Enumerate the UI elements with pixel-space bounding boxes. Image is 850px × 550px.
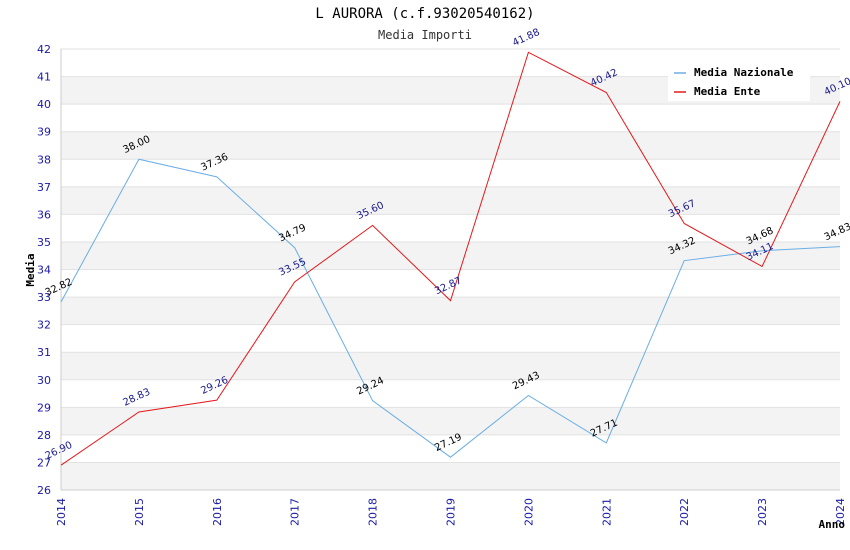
- x-axis-label: Anno: [819, 518, 846, 531]
- grid-lines: [61, 48, 840, 491]
- y-tick-label: 34: [37, 264, 51, 277]
- y-tick-label: 42: [37, 43, 51, 56]
- grid-band: [61, 297, 840, 325]
- legend: Media Nazionale Media Ente: [668, 59, 810, 101]
- grid-bands: [61, 49, 840, 490]
- x-tick-label: 2016: [211, 498, 224, 526]
- grid-band: [61, 379, 840, 408]
- y-tick-label: 40: [37, 98, 51, 111]
- y-tick-label: 30: [37, 374, 51, 387]
- x-tick-label: 2019: [445, 498, 458, 526]
- grid-band: [61, 407, 840, 435]
- y-axis-label: Media: [24, 253, 37, 286]
- chart-title: L AURORA (c.f.93020540162): [315, 6, 534, 22]
- grid-band: [61, 324, 840, 353]
- y-tick-label: 32: [37, 319, 51, 332]
- x-tick-label: 2017: [289, 498, 302, 526]
- y-tick-label: 41: [37, 71, 51, 84]
- x-tick-label: 2024: [834, 498, 847, 526]
- y-tick-label: 39: [37, 126, 51, 139]
- x-tick-label: 2023: [756, 498, 769, 526]
- y-tick-label: 36: [37, 208, 51, 221]
- grid-band: [61, 186, 840, 215]
- legend-box: [668, 59, 810, 101]
- legend-label-media-nazionale: Media Nazionale: [694, 66, 794, 79]
- y-tick-label: 38: [37, 153, 51, 166]
- y-tick-label: 28: [37, 429, 51, 442]
- y-tick-label: 27: [37, 456, 51, 469]
- x-tick-label: 2015: [133, 498, 146, 526]
- y-tick-label: 29: [37, 401, 51, 414]
- series-lines: [60, 51, 841, 466]
- grid-band: [61, 434, 840, 463]
- x-tick-label: 2020: [522, 498, 535, 526]
- y-tick-label: 35: [37, 236, 51, 249]
- y-tick-label: 37: [37, 181, 51, 194]
- x-tick-label: 2014: [55, 498, 68, 526]
- data-label: 41.88: [511, 27, 542, 49]
- grid-band: [61, 462, 840, 490]
- grid-band: [61, 269, 840, 298]
- x-tick-label: 2021: [600, 498, 613, 526]
- series-line-media-nazionale: [60, 158, 841, 458]
- x-tick-label: 2022: [678, 498, 691, 526]
- y-tick-labels: 26 27 28 29 30 31 32 33 34 35 36 37 38 39 40 41 42: [37, 43, 51, 497]
- grid-band: [61, 159, 840, 187]
- grid-band: [61, 352, 840, 380]
- grid-band: [61, 131, 840, 160]
- y-tick-label: 26: [37, 484, 51, 497]
- chart-subtitle: Media Importi: [378, 28, 472, 42]
- series-line-media-ente: [60, 51, 841, 466]
- grid-band: [61, 214, 840, 242]
- grid-band: [61, 241, 840, 270]
- y-tick-label: 33: [37, 291, 51, 304]
- x-tick-label: 2018: [367, 498, 380, 526]
- legend-label-media-ente: Media Ente: [694, 85, 761, 98]
- grid-band: [61, 104, 840, 132]
- x-tick-labels: 2014 2015 2016 2017 2018 2019 2020 2021 2022 2023…: [55, 498, 847, 526]
- y-tick-label: 31: [37, 346, 51, 359]
